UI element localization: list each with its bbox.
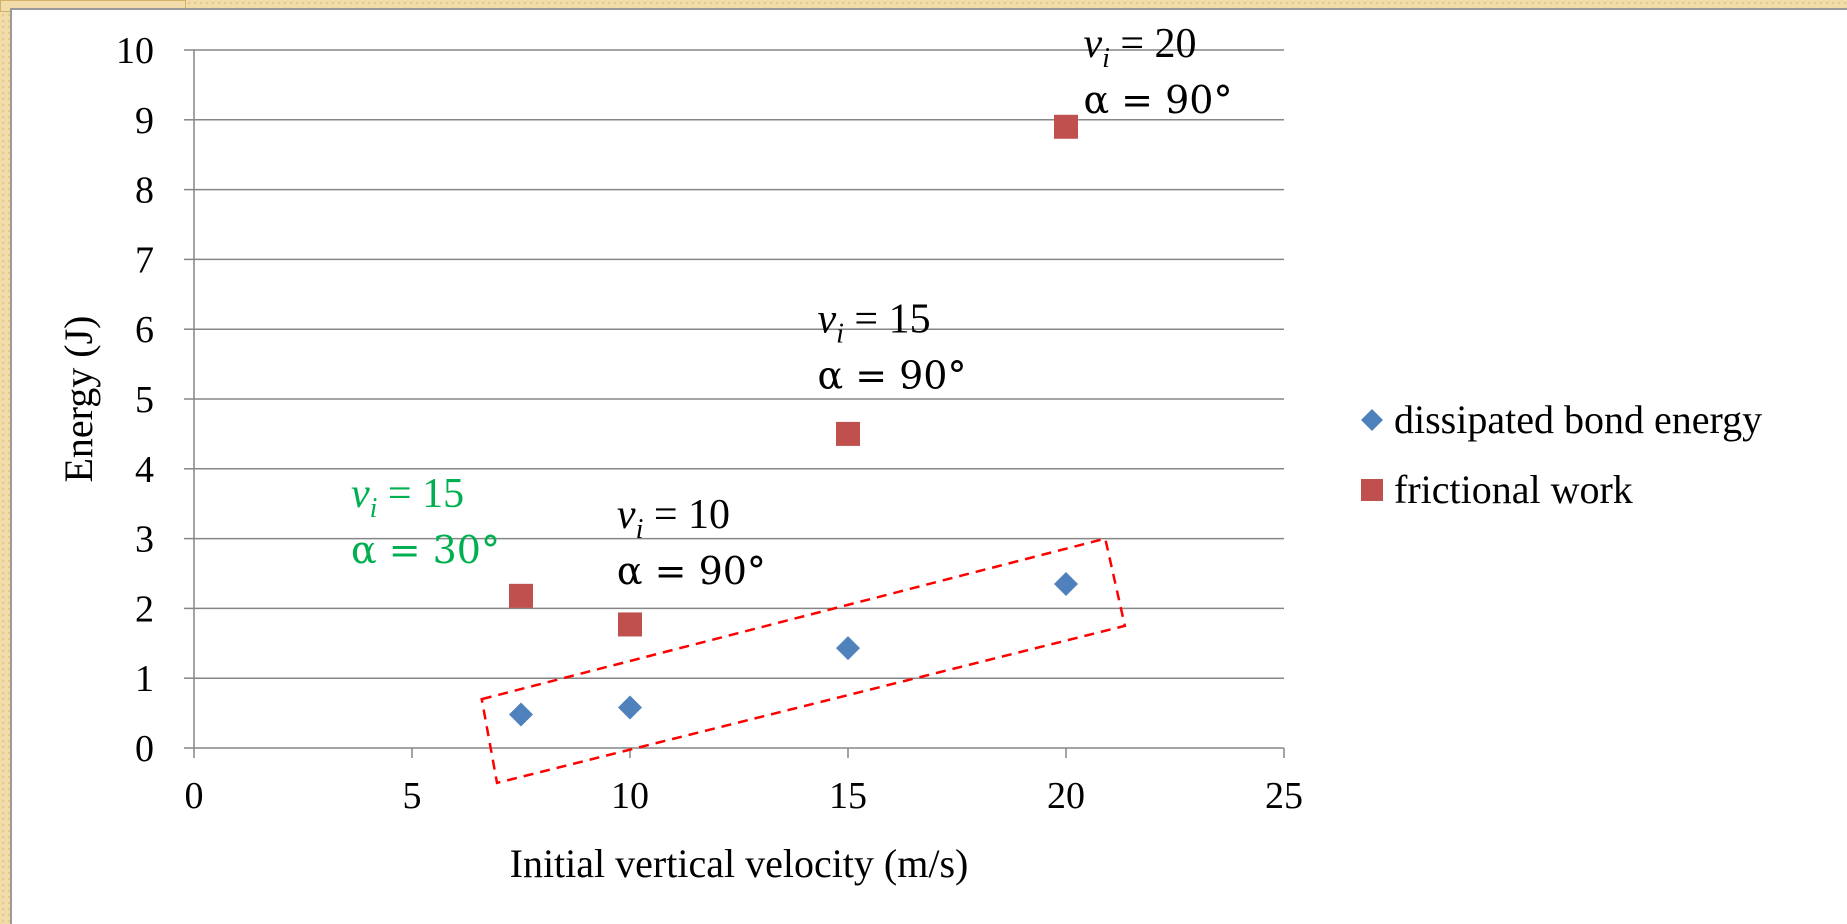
annotation-line2: α = 90° (817, 354, 966, 398)
point-frictional-work (1054, 114, 1078, 139)
point-dissipated-bond-energy (836, 636, 860, 661)
legend-label: frictional work (1394, 467, 1633, 512)
point-dissipated-bond-energy (1054, 571, 1078, 596)
x-tick-label: 15 (829, 775, 867, 817)
annotation: vi = 20α = 90° (1083, 21, 1232, 122)
slide-area (10, 8, 1847, 924)
annotation: vi = 10α = 90° (617, 492, 766, 593)
annotation-line2: α = 90° (1083, 78, 1232, 122)
dashed-highlight-box (480, 537, 1127, 785)
legend-label: dissipated bond energy (1394, 397, 1762, 442)
highlight-region (480, 537, 1127, 785)
legend: dissipated bond energy frictional work (1361, 397, 1762, 512)
x-tick-label: 25 (1265, 775, 1303, 817)
y-tick-label: 8 (135, 170, 154, 212)
tick-labels: 0 1 2 3 4 5 6 7 8 9 10 0 5 10 15 20 25 (116, 30, 1303, 817)
annotations: vi = 15α = 30°vi = 10α = 90°vi = 15α = 9… (351, 21, 1232, 593)
point-dissipated-bond-energy (509, 702, 533, 727)
annotation: vi = 15α = 30° (351, 471, 500, 572)
point-frictional-work (618, 612, 642, 637)
legend-marker-dissipated-bond-energy (1361, 409, 1383, 431)
annotation: vi = 15α = 90° (817, 297, 966, 398)
point-frictional-work (836, 421, 860, 446)
point-dissipated-bond-energy (618, 695, 642, 720)
x-axis-title: Initial vertical velocity (m/s) (510, 841, 969, 886)
annotation-line2: α = 30° (351, 528, 500, 572)
grid-lines (194, 49, 1284, 679)
legend-marker-frictional-work (1361, 479, 1383, 501)
x-tick-label: 20 (1047, 775, 1085, 817)
x-tick-label: 5 (403, 775, 422, 817)
y-tick-label: 4 (135, 449, 154, 491)
y-tick-label: 2 (135, 588, 154, 630)
x-tick-label: 10 (611, 775, 649, 817)
y-axis-title: Energy (J) (56, 316, 101, 483)
x-tick-label: 0 (185, 775, 204, 817)
y-tick-label: 7 (135, 239, 154, 281)
annotation-line1: vi = 15 (351, 471, 464, 524)
y-tick-label: 1 (135, 658, 154, 700)
data-points (509, 114, 1078, 727)
y-tick-label: 3 (135, 519, 154, 561)
y-tick-label: 9 (135, 100, 154, 142)
y-tick-label: 6 (135, 309, 154, 351)
annotation-line1: vi = 20 (1083, 21, 1196, 74)
point-frictional-work (509, 583, 533, 608)
annotation-line2: α = 90° (617, 549, 766, 593)
y-tick-label: 5 (135, 379, 154, 421)
y-tick-label: 10 (116, 30, 154, 72)
y-tick-label: 0 (135, 728, 154, 770)
annotation-line1: vi = 10 (617, 492, 730, 545)
axes (184, 49, 1285, 758)
annotation-line1: vi = 15 (817, 297, 930, 350)
